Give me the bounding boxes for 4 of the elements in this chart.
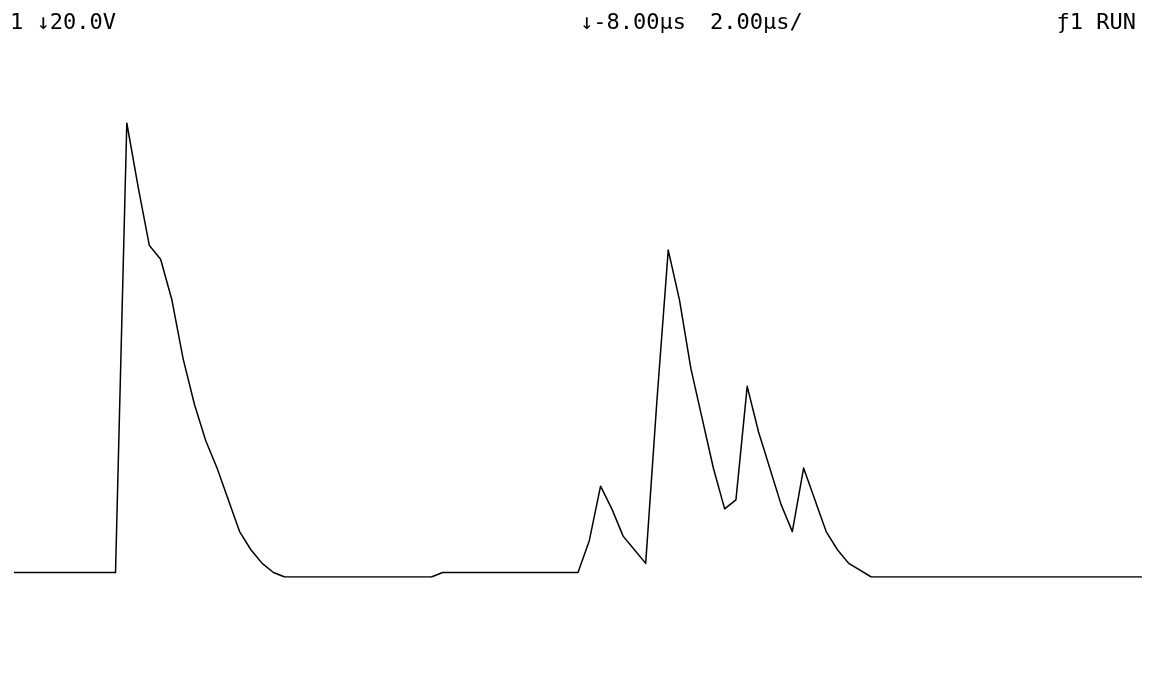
text: 1 ↓20.0V bbox=[10, 8, 116, 34]
text: ƒ1 RUN bbox=[1056, 8, 1137, 34]
text: 2.00µs/ bbox=[710, 8, 803, 34]
text: ↓-8.00µs bbox=[580, 8, 686, 34]
